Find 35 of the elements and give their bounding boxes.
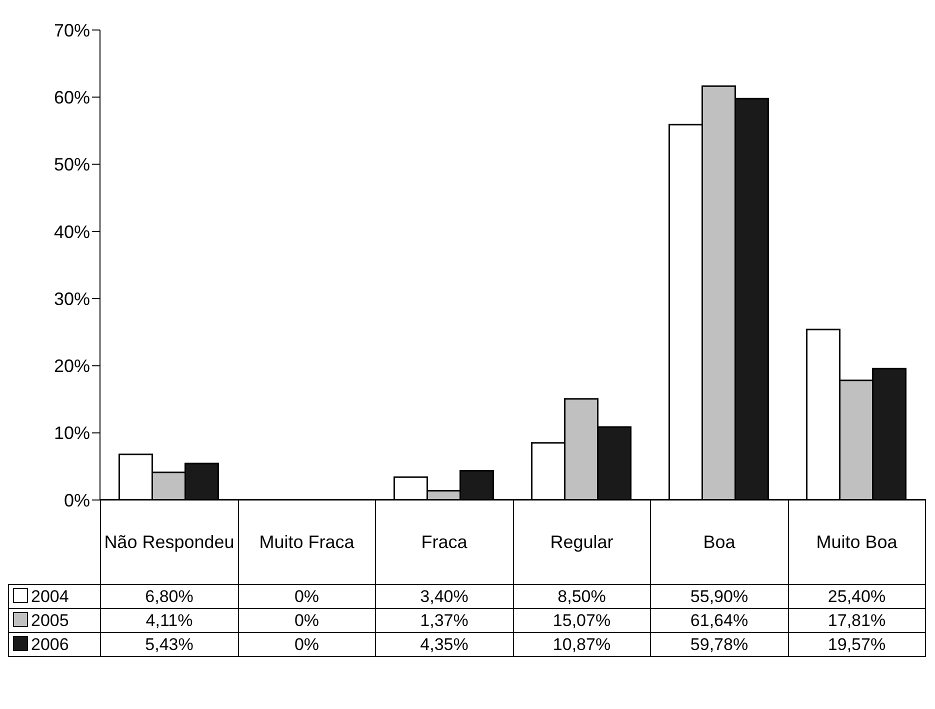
data-label: 17,81%	[788, 608, 926, 632]
data-label: 10,87%	[513, 632, 650, 656]
data-label: 4,35%	[376, 632, 513, 656]
x-tick-label: Muito Boa	[788, 500, 926, 584]
y-tick-label: 0%	[64, 490, 90, 510]
data-label: 15,07%	[513, 608, 650, 632]
y-tick-label: 40%	[54, 222, 90, 242]
data-label: 0%	[238, 608, 376, 632]
y-tick-label: 20%	[54, 356, 90, 376]
legend-label: 2005	[8, 608, 100, 632]
data-label: 8,50%	[513, 584, 650, 608]
data-label: 0%	[238, 632, 376, 656]
y-tick-label: 10%	[54, 423, 90, 444]
x-tick-label: Boa	[650, 500, 788, 584]
data-label: 25,40%	[788, 584, 926, 608]
data-label: 6,80%	[100, 584, 238, 608]
legend-label: 2006	[8, 632, 100, 656]
x-tick-label: Fraca	[376, 500, 513, 584]
x-tick-label: Regular	[513, 500, 650, 584]
y-tick-label: 50%	[54, 154, 90, 175]
data-label: 0%	[238, 584, 376, 608]
data-label: 4,11%	[100, 608, 238, 632]
data-label: 3,40%	[376, 584, 513, 608]
x-tick-label: Muito Fraca	[238, 500, 376, 584]
data-label: 5,43%	[100, 632, 238, 656]
data-label: 59,78%	[650, 632, 788, 656]
data-label: 61,64%	[650, 608, 788, 632]
x-tick-label: Não Respondeu	[100, 500, 238, 584]
y-tick-label: 30%	[54, 288, 90, 309]
data-label: 1,37%	[376, 608, 513, 632]
legend-label: 2004	[8, 584, 100, 608]
data-label: 55,90%	[650, 584, 788, 608]
y-tick-label: 60%	[54, 88, 90, 108]
y-tick-label: 70%	[54, 20, 90, 40]
data-label: 19,57%	[788, 632, 926, 656]
